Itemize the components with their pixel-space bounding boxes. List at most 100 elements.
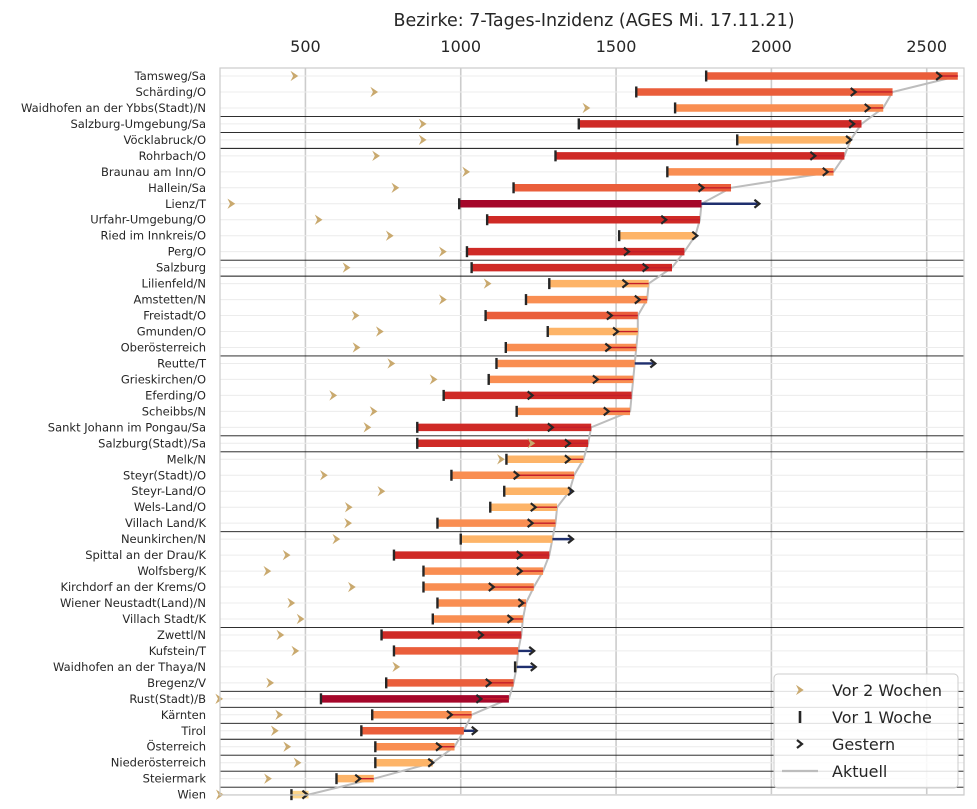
legend-box xyxy=(773,673,959,789)
marker-vor2-44 xyxy=(264,773,272,784)
row-label-16: Gmunden/O xyxy=(137,325,206,339)
marker-vor2-1 xyxy=(370,86,379,98)
marker-gestern-3 xyxy=(848,119,856,129)
marker-vor2-40 xyxy=(275,709,284,720)
row-label-22: Sankt Johann im Pongau/Sa xyxy=(48,420,206,434)
marker-gestern-16 xyxy=(612,326,620,337)
marker-gestern-44 xyxy=(354,773,362,784)
legend-label-2: Gestern xyxy=(832,735,895,754)
marker-vor2-22 xyxy=(363,422,372,433)
legend: Vor 2 Wochen Vor 1 Woche Gestern Aktuell xyxy=(773,673,959,789)
x-tick-label-1: 1000 xyxy=(440,37,481,56)
row-label-32: Kirchdorf an der Krems/O xyxy=(60,580,206,594)
marker-vor2-4 xyxy=(418,134,427,146)
marker-gestern-33 xyxy=(517,598,526,608)
marker-vor2-36 xyxy=(291,645,300,657)
marker-gestern-27 xyxy=(530,502,538,513)
marker-gestern-6 xyxy=(822,166,830,177)
marker-gestern-2 xyxy=(864,103,872,113)
row-label-12: Salzburg xyxy=(156,261,206,275)
marker-vor2-17 xyxy=(352,342,361,353)
marker-vor2-7 xyxy=(391,182,400,193)
marker-vor2-27 xyxy=(344,502,353,513)
row-label-17: Oberösterreich xyxy=(121,340,206,354)
marker-gestern-34 xyxy=(506,614,515,624)
marker-gestern-28 xyxy=(526,518,535,529)
row-label-5: Rohrbach/O xyxy=(139,149,206,163)
plot-frame xyxy=(219,67,965,796)
row-label-44: Steiermark xyxy=(143,772,207,786)
row-label-9: Urfahr-Umgebung/O xyxy=(90,213,206,227)
marker-gestern-15 xyxy=(606,310,614,321)
marker-gestern-38 xyxy=(485,678,493,688)
marker-gestern-29 xyxy=(567,534,575,544)
marker-gestern-13 xyxy=(621,278,630,289)
marker-vor2-43 xyxy=(293,757,302,768)
marker-vor2-38 xyxy=(266,677,275,689)
marker-gestern-32 xyxy=(488,582,496,592)
row-label-33: Wiener Neustadt(Land)/N xyxy=(60,596,206,610)
row-label-6: Braunau am Inn/O xyxy=(101,165,206,179)
marker-gestern-36 xyxy=(528,646,536,656)
row-label-2: Waidhofen an der Ybbs(Stadt)/N xyxy=(21,101,206,115)
marker-vor2-35 xyxy=(276,629,285,641)
marker-vor2-16 xyxy=(375,326,384,337)
marker-vor2-5 xyxy=(372,150,380,162)
row-label-11: Perg/O xyxy=(168,245,206,259)
row-label-1: Schärding/O xyxy=(136,85,207,99)
marker-vor2-34 xyxy=(296,613,305,625)
marker-vor2-15 xyxy=(351,310,360,321)
marker-gestern-40 xyxy=(446,709,454,720)
row-label-43: Niederösterreich xyxy=(111,756,206,770)
marker-gestern-14 xyxy=(634,294,642,305)
marker-vor2-9 xyxy=(314,214,323,225)
marker-gestern-11 xyxy=(623,246,631,257)
marker-gestern-25 xyxy=(512,470,521,481)
marker-vor2-39 xyxy=(215,693,224,704)
row-label-40: Kärnten xyxy=(161,708,206,722)
row-label-36: Kufstein/T xyxy=(149,644,207,658)
row-label-39: Rust(Stadt)/B xyxy=(129,692,206,706)
marker-gestern-41 xyxy=(471,725,479,736)
markers xyxy=(215,70,943,801)
marker-vor2-31 xyxy=(263,565,272,577)
marker-vor2-32 xyxy=(347,581,356,593)
row-label-26: Steyr-Land/O xyxy=(131,484,206,498)
marker-vor2-33 xyxy=(287,597,296,609)
bars xyxy=(291,72,958,799)
row-label-35: Zwettl/N xyxy=(157,628,206,642)
chart-title: Bezirke: 7-Tages-Inzidenz (AGES Mi. 17.1… xyxy=(393,11,794,31)
row-label-10: Ried im Innkreis/O xyxy=(100,229,206,243)
row-label-0: Tamsweg/Sa xyxy=(134,69,206,83)
marker-vor2-20 xyxy=(329,390,338,401)
marker-gestern-18 xyxy=(649,358,658,369)
row-label-18: Reutte/T xyxy=(157,356,207,370)
marker-gestern-21 xyxy=(603,406,611,417)
marker-gestern-10 xyxy=(691,230,700,241)
marker-vor2-12 xyxy=(342,262,351,273)
marker-vor2-26 xyxy=(377,486,386,497)
row-label-45: Wien xyxy=(177,788,206,802)
row-label-23: Salzburg(Stadt)/Sa xyxy=(98,436,206,450)
marker-gestern-1 xyxy=(850,87,858,97)
marker-gestern-8 xyxy=(753,198,762,209)
marker-vor2-41 xyxy=(270,725,279,736)
aktuell-line xyxy=(308,75,959,796)
marker-gestern-43 xyxy=(427,757,436,768)
marker-gestern-35 xyxy=(477,630,485,640)
row-label-21: Scheibbs/N xyxy=(142,404,206,418)
marker-gestern-31 xyxy=(516,566,524,576)
marker-vor2-21 xyxy=(369,406,378,417)
legend-label-1: Vor 1 Woche xyxy=(832,708,932,727)
marker-gestern-17 xyxy=(604,342,613,353)
marker-vor2-6 xyxy=(462,166,471,177)
x-tick-label-0: 500 xyxy=(290,37,321,56)
legend-label-0: Vor 2 Wochen xyxy=(832,681,942,700)
row-label-28: Villach Land/K xyxy=(125,516,206,530)
marker-gestern-37 xyxy=(530,662,538,672)
marker-vor2-2 xyxy=(582,102,591,114)
marker-vor2-3 xyxy=(418,118,427,130)
marker-gestern-24 xyxy=(564,454,572,465)
x-tick-label-4: 2500 xyxy=(906,37,947,56)
